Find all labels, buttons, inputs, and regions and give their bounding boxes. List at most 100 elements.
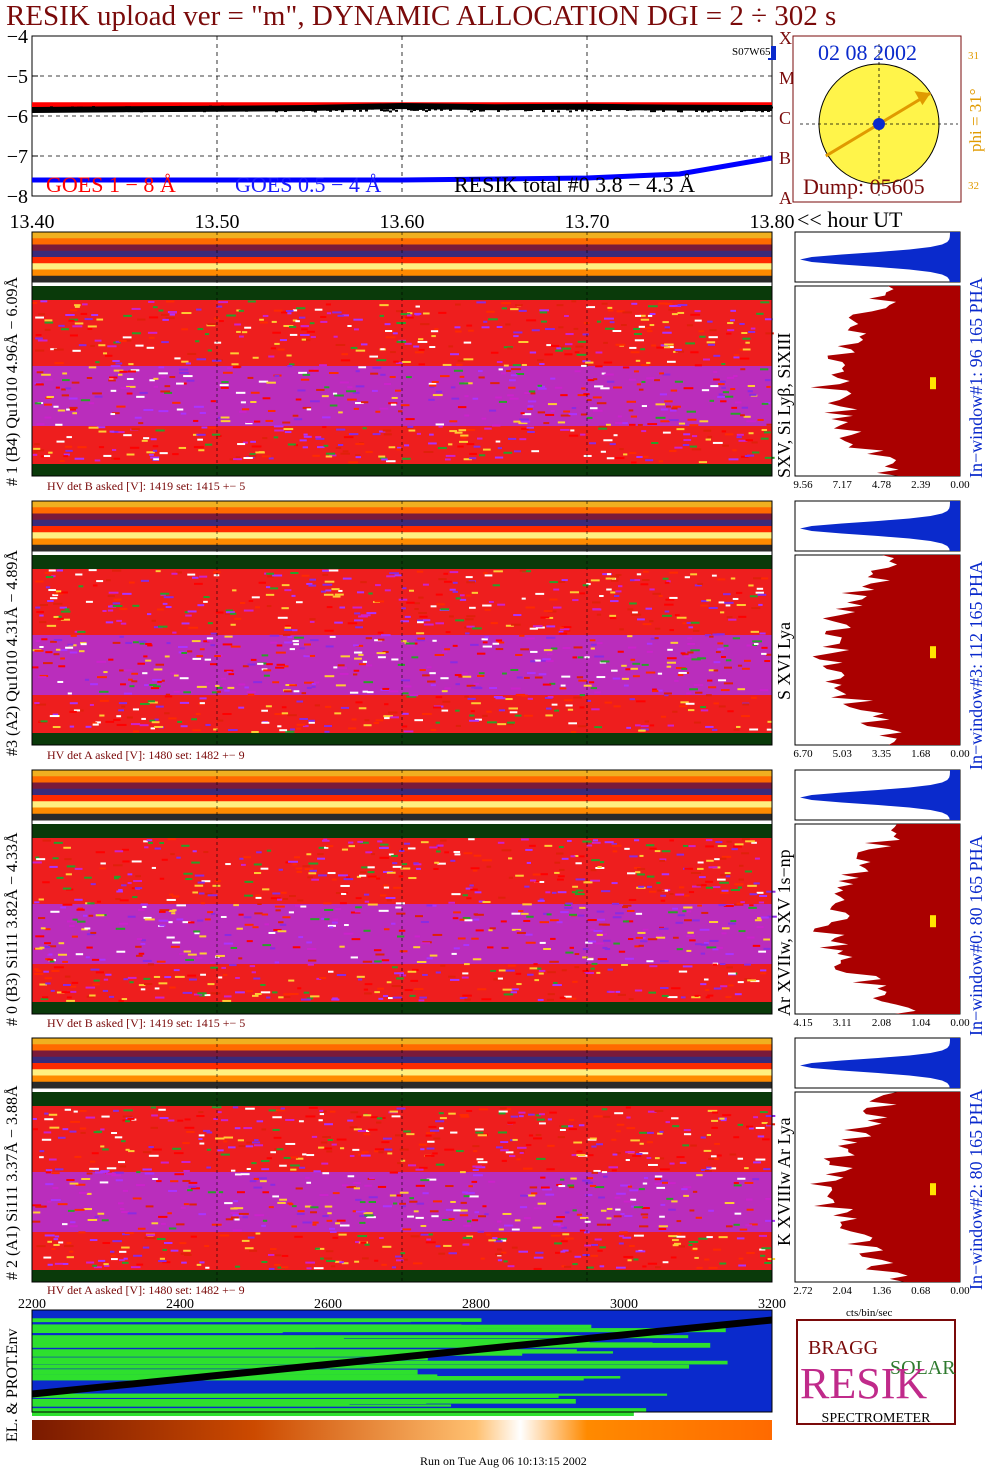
channel-pixel [287,443,296,446]
channel-pixel [458,1209,468,1212]
channel-pixel [458,429,467,432]
channel-pixel [732,449,737,452]
goes-noise-mark [518,106,521,109]
channel-pixel [606,1223,611,1226]
channel-pixel [404,615,411,618]
channel-pixel [540,1176,546,1179]
channel-pixel [738,1257,744,1260]
channel-pixel [763,938,771,941]
channel-pixel [230,352,239,355]
channel-pixel [658,1157,665,1160]
channel-pixel [528,844,536,847]
channel-pixel [745,1198,753,1201]
channel-pixel [660,987,669,990]
channel-pixel [188,626,199,629]
channel-pixel [686,324,694,327]
channel-pixel [59,606,67,609]
channel-pixel [329,454,337,457]
channel-pixel [198,994,206,997]
channel-pixel [335,343,346,346]
channel-pixel [238,1145,248,1148]
channel-pixel [211,433,221,436]
channel-strip-band [32,782,772,790]
channel-pixel [521,912,529,915]
goes-noise-mark [599,108,602,111]
channel-pixel [367,903,378,906]
channel-pixel [721,932,727,935]
channel-pixel [413,1210,419,1213]
channel-pixel [354,612,361,615]
channel-pixel [472,1165,482,1168]
channel-pixel [159,1117,169,1120]
channel-pixel [165,606,172,609]
channel-pixel [706,946,717,949]
channel-pixel [180,1206,186,1209]
channel-pixel [62,1128,69,1131]
channel-pixel [654,1266,661,1269]
channel-pixel [704,1169,712,1172]
channel-pixel [332,311,342,314]
channel-pixel [253,977,261,980]
channel-pixel [360,1154,371,1157]
channel-pixel [295,1157,304,1160]
env-tick-label: 2400 [166,1297,194,1312]
channel-pixel [325,845,334,848]
channel-pixel [206,324,216,327]
channel-pixel [441,709,449,712]
channel-pixel [645,671,656,674]
channel-pixel [429,346,436,349]
channel-pixel [156,960,166,963]
channel-pixel [629,602,637,605]
channel-pixel [207,894,218,897]
channel-pixel [585,972,594,975]
channel-pixel [603,939,611,942]
channel-pixel [407,644,416,647]
channel-pixel [277,616,288,619]
channel-pixel [618,950,626,953]
channel-pixel [507,721,515,724]
channel-pixel [611,902,620,905]
channel-pixel [535,1251,544,1254]
channel-pixel [236,927,243,930]
channel-pixel [707,435,713,438]
channel-pixel [113,369,124,372]
channel-pixel [364,1184,373,1187]
channel-pixel [36,610,44,613]
channel-pixel [299,316,306,319]
channel-pixel [699,928,710,931]
channel-pixel [132,1197,142,1200]
goes-noise-mark [626,108,629,111]
channel-pixel [72,412,77,415]
channel-pixel [154,725,164,728]
channel-pixel [343,878,354,881]
channel-pixel [591,841,601,844]
channel-pixel [685,702,695,705]
channel-pixel [400,313,411,316]
channel-pixel [333,335,338,338]
channel-pixel [251,1162,257,1165]
channel-pixel [587,919,597,922]
channel-pixel [102,1241,111,1244]
time-axis-unit: << hour UT [797,207,903,232]
channel-pixel [325,303,331,306]
channel-pixel [214,655,221,658]
channel-pixel [336,428,346,431]
channel-pixel [325,705,332,708]
channel-pixel [225,609,234,612]
channel-pixel [716,1154,722,1157]
goes-noise-mark [227,106,230,109]
channel-pixel [168,717,177,720]
goes-noise-mark [488,107,491,110]
channel-pixel [689,424,699,427]
env-tick-label: 2200 [18,1297,46,1312]
channel-pixel [274,713,285,716]
channel-pixel [245,422,253,425]
channel-pixel [710,1155,717,1158]
channel-pixel [600,861,605,864]
channel-pixel [717,642,724,645]
channel-pixel [172,941,181,944]
channel-pixel [425,1241,436,1244]
channel-pixel [336,1219,346,1222]
channel-pixel [383,433,392,436]
channel-pixel [254,1139,259,1142]
